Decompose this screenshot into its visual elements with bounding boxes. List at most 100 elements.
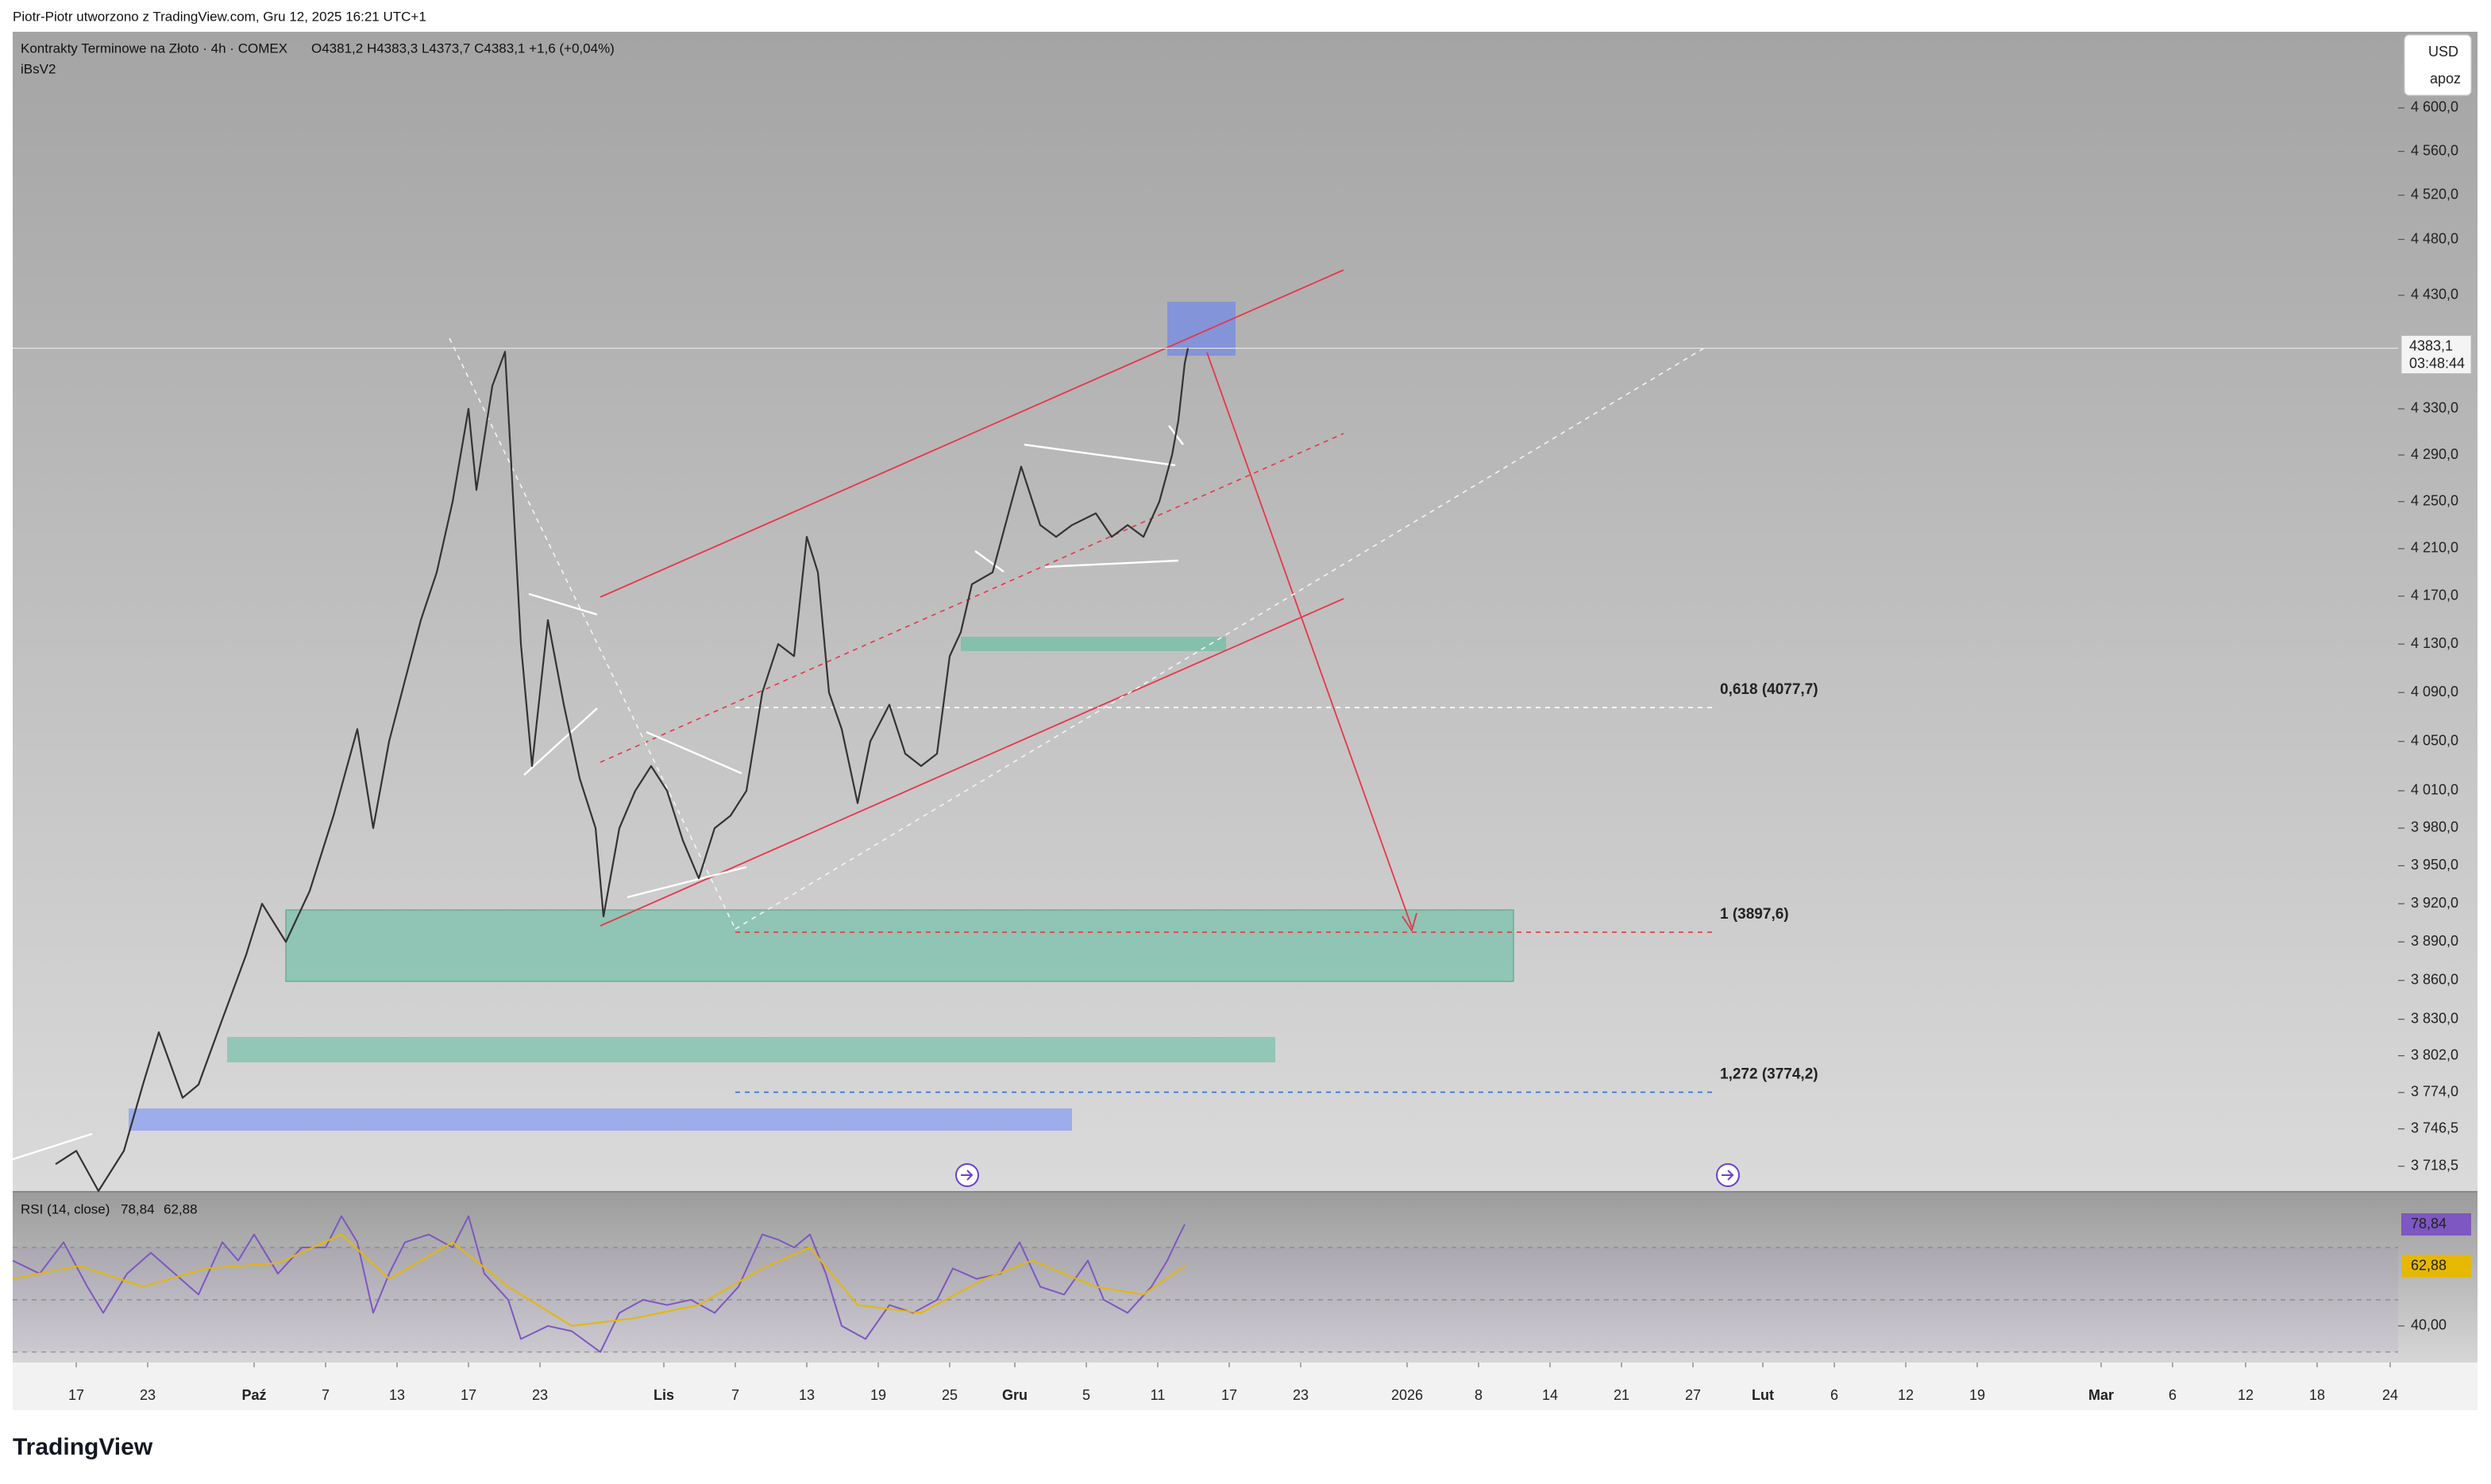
x-tick-label: Paź: [241, 1387, 266, 1403]
x-tick-label: Mar: [2088, 1387, 2114, 1403]
x-tick-label: 23: [1293, 1387, 1309, 1403]
value-box: [2401, 1255, 2471, 1278]
symbol-title: Kontrakty Terminowe na Złoto · 4h · COME…: [21, 40, 287, 56]
fib-label: 0,618 (4077,7): [1720, 681, 1818, 698]
currency-box[interactable]: [2404, 34, 2472, 96]
fib-leg: [735, 345, 1708, 930]
x-tick-label: Gru: [1002, 1387, 1028, 1403]
pattern-line: [523, 707, 598, 776]
x-tick-label: 5: [1082, 1387, 1090, 1403]
rsi-line: [12, 1215, 1186, 1353]
x-tick-label: 17: [1221, 1387, 1237, 1403]
y-tick-label: 3 746,5: [2411, 1120, 2458, 1136]
currency-note: apoz: [2430, 71, 2461, 87]
header-value: 78,84: [121, 1201, 155, 1216]
x-tick-label: 6: [2169, 1387, 2177, 1403]
x-tick-label: 21: [1614, 1387, 1629, 1403]
x-tick-label: 24: [2382, 1387, 2398, 1403]
x-tick-label: 2026: [1391, 1387, 1423, 1403]
y-tick-label: 4 170,0: [2411, 588, 2458, 603]
y-tick-label: 3 774,0: [2411, 1084, 2458, 1100]
x-tick-label: 23: [532, 1387, 548, 1403]
ohlc: O4381,2 H4383,3 L4373,7 C4383,1 +1,6 (+0…: [311, 40, 615, 56]
y-tick-label: 4 250,0: [2411, 492, 2458, 508]
y-tick-label: 4 130,0: [2411, 635, 2458, 651]
last-price-label: 4383,1: [2409, 337, 2453, 353]
last-price-box: [2400, 335, 2472, 375]
x-tick-label: 17: [68, 1387, 84, 1403]
demand-zone: [129, 1108, 1072, 1131]
y-tick-label: 3 950,0: [2411, 857, 2458, 873]
demand-zone: [227, 1037, 1275, 1062]
value-label: 62,88: [2411, 1257, 2447, 1273]
fib-label: 1 (3897,6): [1720, 906, 1789, 923]
x-tick-label: Lut: [1752, 1387, 1774, 1403]
x-tick-label: 6: [1830, 1387, 1838, 1403]
time-axis: [13, 1363, 2478, 1410]
channel-mid: [600, 433, 1344, 763]
y-tick-label: 3 802,0: [2411, 1047, 2458, 1062]
countdown: 03:48:44: [2409, 355, 2465, 371]
logo[interactable]: TradingView: [13, 1434, 153, 1460]
pattern-line: [627, 865, 747, 899]
y-tick-label: 4 430,0: [2411, 287, 2458, 303]
channel-line: [600, 269, 1344, 598]
value-box: [2401, 1213, 2471, 1236]
drawings: [12, 269, 1740, 1187]
x-tick-label: 27: [1685, 1387, 1701, 1403]
arrow: [1206, 352, 1413, 928]
channel-line: [600, 598, 1344, 927]
y-tick-label: 40,00: [2411, 1317, 2447, 1333]
y-tick-label: 4 600,0: [2411, 99, 2458, 115]
patterns: [12, 425, 1184, 1161]
x-tick-label: 11: [1151, 1387, 1166, 1403]
pattern-line: [646, 730, 742, 775]
byline: Piotr-Piotr utworzono z TradingView.com,…: [13, 9, 426, 24]
x-tick-label: Lis: [654, 1387, 674, 1403]
pattern-line: [1044, 559, 1179, 569]
y-tick-label: 3 718,5: [2411, 1158, 2458, 1174]
x-tick-label: 13: [799, 1387, 815, 1403]
fib-label: 1,272 (3774,2): [1720, 1066, 1818, 1083]
rsi-title: RSI (14, close): [21, 1201, 110, 1216]
x-tick-label: 19: [1969, 1387, 1985, 1403]
fib-leg: [449, 337, 736, 930]
demand-zone: [285, 909, 1514, 982]
x-tick-label: 23: [140, 1387, 156, 1403]
x-tick-label: 25: [942, 1387, 958, 1403]
y-tick-label: 3 890,0: [2411, 933, 2458, 949]
event-icon-glyph: [961, 1170, 974, 1181]
plot-layer: 4 600,0 4 560,0 4 520,0 4 480,0 4 430,0 4 330…: [12, 99, 2472, 1403]
x-tick-label: 19: [870, 1387, 886, 1403]
pattern-line: [1024, 443, 1176, 467]
event-icon-glyph: [1722, 1170, 1734, 1181]
x-tick-label: 14: [1542, 1387, 1558, 1403]
y-tick-label: 3 980,0: [2411, 819, 2458, 835]
rsi-pane: [13, 1193, 2478, 1363]
x-tick-label: 17: [461, 1387, 476, 1403]
header-value: 62,88: [164, 1201, 198, 1216]
y-tick-label: 4 090,0: [2411, 684, 2458, 700]
y-tick-label: 4 480,0: [2411, 230, 2458, 246]
y-tick-label: 4 050,0: [2411, 732, 2458, 748]
event-icons: [955, 1163, 1740, 1187]
price-pane: [13, 32, 2478, 1191]
target-zone: [1167, 302, 1236, 356]
pattern-line: [528, 592, 598, 616]
pattern-line: [12, 1132, 93, 1161]
y-tick-label: 4 330,0: [2411, 400, 2458, 416]
demand-zone: [961, 637, 1226, 651]
x-tick-label: 13: [389, 1387, 405, 1403]
value-label: 78,84: [2411, 1216, 2447, 1232]
currency: USD: [2428, 44, 2458, 60]
price-line: [55, 348, 1190, 1193]
indicator-name: iBsV2: [21, 61, 56, 76]
x-tick-label: 7: [731, 1387, 739, 1403]
y-tick-label: 3 860,0: [2411, 972, 2458, 988]
arrow-head: [1402, 912, 1417, 933]
y-tick-label: 4 520,0: [2411, 187, 2458, 202]
pattern-line: [974, 550, 1004, 572]
y-tick-label: 4 560,0: [2411, 142, 2458, 158]
